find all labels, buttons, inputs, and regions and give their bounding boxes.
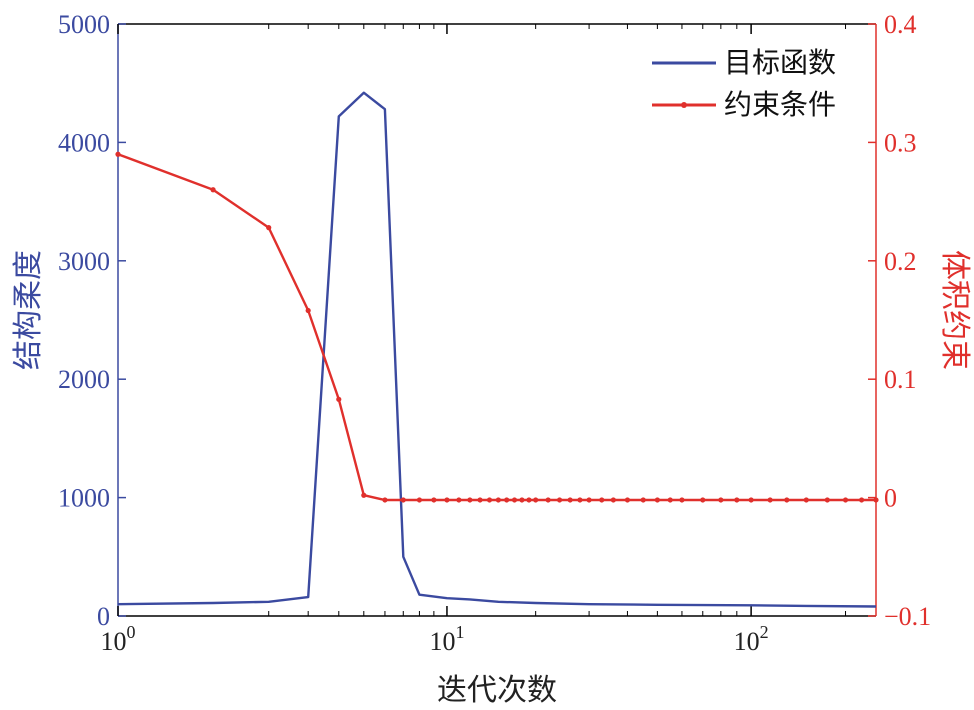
constraint-point	[586, 497, 592, 503]
constraint-point	[842, 497, 849, 503]
plot-area	[117, 23, 877, 617]
constraint-point	[400, 497, 406, 503]
constraint-point	[654, 497, 660, 503]
constraint-point	[495, 497, 501, 503]
constraint-point	[734, 497, 740, 503]
legend-label: 目标函数	[724, 46, 836, 79]
constraint-point	[533, 497, 539, 503]
y-right-tick-label: 0.2	[884, 247, 917, 276]
constraint-point	[577, 497, 583, 503]
y-left-tick-label: 3000	[58, 247, 110, 276]
constraint-point	[361, 492, 367, 498]
y-right-tick-label: 0.4	[884, 10, 917, 39]
constraint-point	[873, 497, 879, 503]
y-axis-right-label: 体积约束	[937, 250, 972, 370]
constraint-point	[467, 497, 473, 503]
constraint-point	[545, 497, 551, 503]
constraint-point	[382, 497, 388, 503]
constraint-point	[526, 497, 532, 503]
constraint-point	[431, 497, 437, 503]
constraint-point	[624, 497, 631, 503]
constraint-point	[519, 497, 525, 503]
constraint-point	[456, 497, 462, 503]
x-tick-label: 102	[734, 622, 769, 656]
constraint-point	[679, 497, 685, 503]
y-right-tick-label: 0.3	[884, 128, 917, 157]
constraint-point	[477, 497, 483, 503]
y-left-tick-label: 2000	[58, 365, 110, 394]
constraint-point	[859, 497, 865, 503]
y-left-tick-label: 4000	[58, 128, 110, 157]
constraint-point	[266, 225, 272, 231]
constraint-point	[210, 187, 216, 193]
constraint-line	[117, 153, 876, 502]
x-axis-label: 迭代次数	[437, 673, 557, 708]
y-left-tick-label: 1000	[58, 484, 110, 513]
constraint-point	[486, 497, 493, 503]
constraint-point	[305, 307, 311, 314]
constraint-point	[784, 497, 790, 503]
constraint-point	[567, 497, 573, 503]
constraint-point	[115, 151, 121, 157]
legend-swatch-marker	[681, 102, 687, 108]
constraint-point	[504, 497, 510, 503]
constraint-point	[748, 497, 754, 503]
x-tick-label: 101	[429, 622, 464, 656]
constraint-point	[556, 497, 563, 503]
constraint-point	[610, 497, 616, 503]
objective-function-line	[117, 91, 877, 608]
constraint-point	[700, 497, 706, 503]
constraint-point	[640, 497, 646, 503]
axis-ticks: 0 1000 2000 3000 4000 5000 −0.1 0 0.1 0.2 0.3 0.4 10…	[58, 10, 931, 656]
y-right-tick-label: 0	[884, 484, 897, 513]
constraint-point	[416, 497, 423, 503]
constraint-point	[767, 497, 773, 503]
constraint-point	[824, 497, 830, 503]
constraint-point	[511, 497, 518, 503]
constraint-point	[336, 396, 342, 402]
series-layer	[115, 91, 879, 608]
constraint-point	[667, 497, 673, 503]
y-left-tick-label: 0	[97, 602, 110, 631]
constraint-point	[718, 497, 724, 503]
y-left-tick-label: 5000	[58, 10, 110, 39]
constraint-point	[803, 497, 809, 503]
x-tick-label: 100	[101, 622, 136, 656]
y-right-tick-label: 0.1	[884, 365, 917, 394]
legend-label: 约束条件	[724, 88, 836, 121]
y-axis-left-label: 结构柔度	[11, 250, 46, 370]
constraint-point	[599, 497, 605, 503]
constraint-point	[444, 497, 450, 503]
y-right-tick-label: −0.1	[884, 602, 931, 631]
